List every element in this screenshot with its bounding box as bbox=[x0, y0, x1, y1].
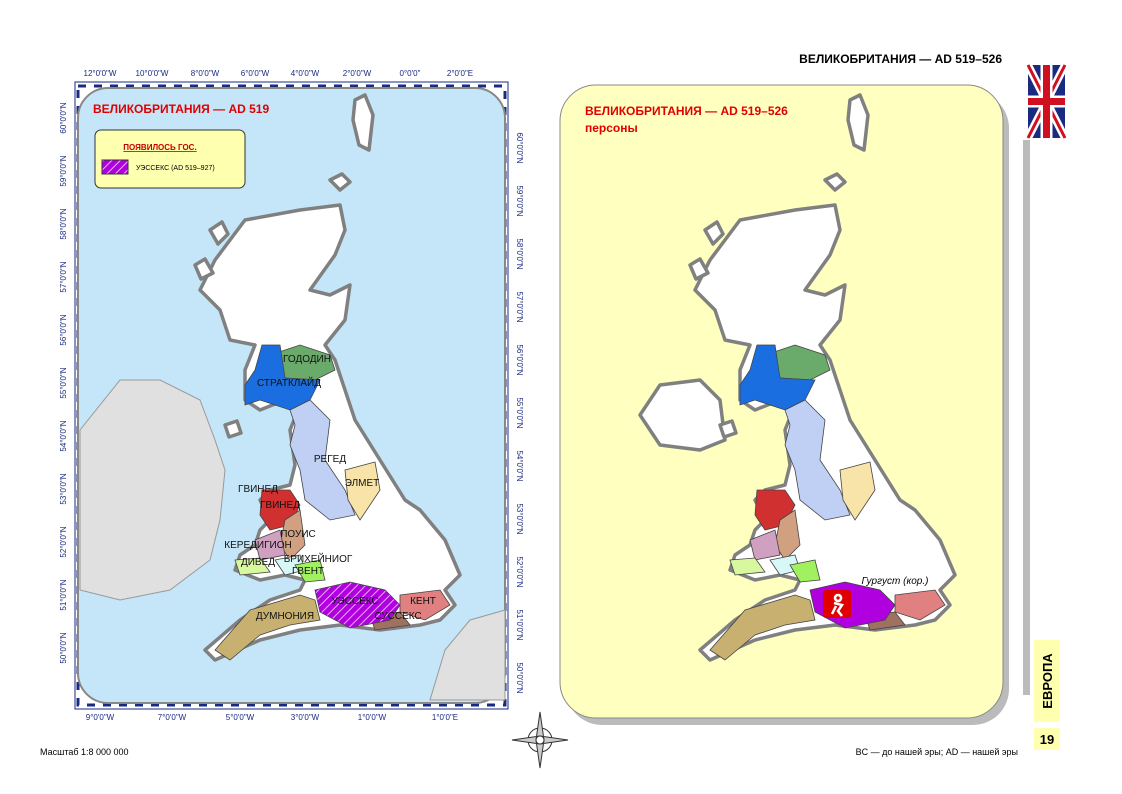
coord-label: 8°0'0"W bbox=[191, 69, 220, 78]
coord-label: 2°0'0"W bbox=[343, 69, 372, 78]
coord-label: 12°0'0"W bbox=[84, 69, 117, 78]
runner bbox=[830, 593, 845, 617]
region-label: ГВИНЕД bbox=[260, 500, 300, 511]
coord-label: 50°0'0"N bbox=[59, 632, 68, 663]
frame bbox=[74, 81, 509, 710]
coord-label: 58°0'0"N bbox=[59, 208, 68, 239]
page-number: 19 bbox=[1040, 732, 1054, 747]
region-label: ГОДОДИН bbox=[283, 354, 331, 365]
legend-item: УЭССЕКС (AD 519–927) bbox=[136, 165, 215, 172]
map-subtitle: персоны bbox=[585, 121, 638, 135]
coord-label: 9°0'0"W bbox=[86, 713, 115, 722]
region-label: УЭССЕКС bbox=[331, 596, 378, 607]
coord-label: 50°0'0"N bbox=[515, 662, 524, 693]
ireland bbox=[638, 378, 727, 452]
coord-label: 3°0'0"W bbox=[291, 713, 320, 722]
region-label: ДИВЕД bbox=[241, 557, 275, 568]
coord-label: 60°0'0"N bbox=[515, 132, 524, 163]
person-label: Гургуст (кор.) bbox=[862, 576, 929, 587]
region-label: ГВИНЕД bbox=[238, 484, 278, 495]
page-box bbox=[1034, 728, 1060, 750]
legend-heading: ПОЯВИЛОСЬ ГОС. bbox=[123, 143, 196, 152]
coord-label: 53°0'0"N bbox=[59, 473, 68, 504]
coord-label: 60°0'0"N bbox=[59, 102, 68, 133]
france bbox=[429, 609, 506, 701]
coord-label: 51°0'0"N bbox=[59, 579, 68, 610]
region-label: КЕРЕДИГИОН bbox=[224, 540, 291, 551]
coord-label: 59°0'0"N bbox=[515, 185, 524, 216]
region-label: РЕГЕД bbox=[314, 454, 346, 465]
coord-label: 59°0'0"N bbox=[59, 155, 68, 186]
coord-label: 6°0'0"W bbox=[241, 69, 270, 78]
coord-label: 4°0'0"W bbox=[291, 69, 320, 78]
section-box bbox=[1034, 640, 1060, 722]
legend bbox=[94, 129, 246, 189]
coord-label: 7°0'0"W bbox=[158, 713, 187, 722]
coord-label: 55°0'0"N bbox=[59, 367, 68, 398]
map-title: ВЕЛИКОБРИТАНИЯ — AD 519 bbox=[93, 102, 269, 116]
coord-label: 0°0'0" bbox=[400, 69, 421, 78]
legend-swatch bbox=[101, 159, 129, 175]
region-label: ЭЛМЕТ bbox=[345, 478, 380, 489]
section-label: ЕВРОПА bbox=[1040, 653, 1055, 709]
coord-label: 10°0'0"W bbox=[136, 69, 169, 78]
scale: Масштаб 1:8 000 000 bbox=[40, 747, 129, 757]
coord-label: 56°0'0"N bbox=[59, 314, 68, 345]
coord-label: 54°0'0"N bbox=[59, 420, 68, 451]
region-label: СТРАТКЛАЙД bbox=[257, 376, 321, 389]
region-label: КЕНТ bbox=[410, 596, 436, 607]
coord-label: 54°0'0"N bbox=[515, 450, 524, 481]
coord-label: 51°0'0"N bbox=[515, 609, 524, 640]
coord-label: 57°0'0"N bbox=[515, 291, 524, 322]
region-label: БРИХЕЙНИОГ bbox=[284, 552, 353, 565]
coord-label: 56°0'0"N bbox=[515, 344, 524, 375]
coord-label: 53°0'0"N bbox=[515, 503, 524, 534]
wessex bbox=[314, 581, 401, 629]
side-bar bbox=[1023, 140, 1030, 695]
region-label: ДУМНОНИЯ bbox=[256, 611, 314, 622]
coord-label: 57°0'0"N bbox=[59, 261, 68, 292]
coord-label: 1°0'0"W bbox=[358, 713, 387, 722]
region-label: ПОУИС bbox=[280, 529, 316, 540]
page-title: ВЕЛИКОБРИТАНИЯ — AD 519–526 bbox=[799, 52, 1002, 66]
coord-label: 1°0'0"E bbox=[432, 713, 458, 722]
coord-label: 58°0'0"N bbox=[515, 238, 524, 269]
coord-label: 5°0'0"W bbox=[226, 713, 255, 722]
coord-label: 52°0'0"N bbox=[515, 556, 524, 587]
compass bbox=[511, 711, 569, 769]
ireland bbox=[79, 379, 226, 601]
coord-label: 2°0'0"E bbox=[447, 69, 473, 78]
coord-label: 55°0'0"N bbox=[515, 397, 524, 428]
coord-label: 52°0'0"N bbox=[59, 526, 68, 557]
region-label: СУССЕКС bbox=[374, 611, 421, 622]
map-title: ВЕЛИКОБРИТАНИЯ — AD 519–526 bbox=[585, 104, 788, 118]
note: BC — до нашей эры; AD — нашей эры bbox=[856, 747, 1018, 757]
flag bbox=[1024, 63, 1069, 140]
region-label: ГВЕНТ bbox=[292, 566, 324, 577]
